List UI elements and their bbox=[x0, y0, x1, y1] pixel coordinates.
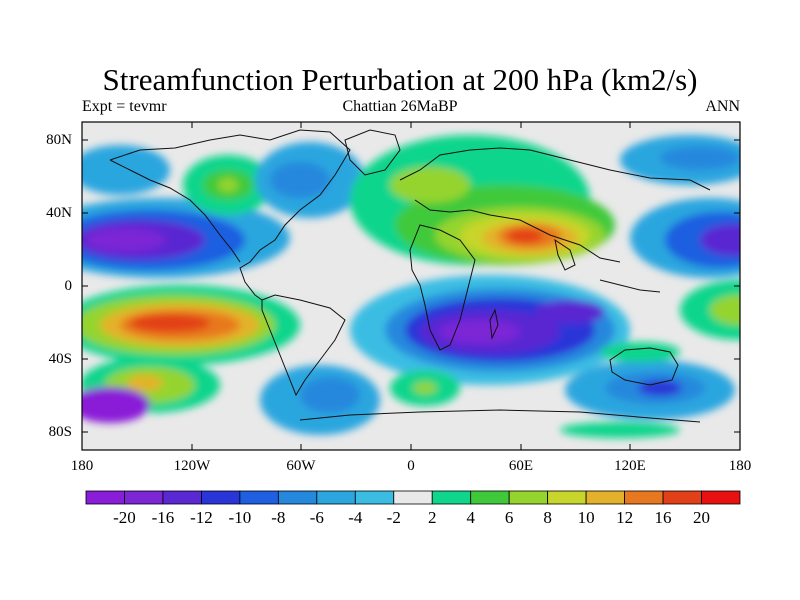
colorbar-swatch bbox=[201, 490, 241, 505]
lat-label-40n: 40N bbox=[46, 205, 72, 221]
lat-label-80n: 80N bbox=[46, 132, 72, 148]
coastlines bbox=[109, 129, 711, 423]
colorbar-swatch bbox=[393, 490, 433, 505]
experiment-label: Expt = tevmr bbox=[82, 98, 167, 115]
colorbar-swatch bbox=[431, 490, 472, 505]
lat-label-80s: 80S bbox=[48, 424, 72, 440]
colorbar-label: -8 bbox=[271, 508, 286, 527]
colorbar-label: -20 bbox=[113, 508, 136, 527]
colorbar-label: 2 bbox=[427, 508, 437, 527]
lon-label-120e: 120E bbox=[614, 458, 646, 474]
plot-title: Streamfunction Perturbation at 200 hPa (… bbox=[102, 62, 698, 97]
colorbar-label: -10 bbox=[228, 508, 252, 527]
colorbar-swatch bbox=[277, 490, 318, 505]
colorbar-label: 8 bbox=[543, 508, 552, 527]
colorbar-swatch bbox=[162, 490, 202, 505]
colorbar-swatch bbox=[547, 490, 587, 505]
colorbar-swatch bbox=[316, 490, 356, 505]
colorbar-label: -16 bbox=[151, 508, 175, 527]
lat-label-40s: 40S bbox=[48, 351, 72, 367]
colorbar-swatch bbox=[470, 490, 510, 505]
lat-label-equator: 0 bbox=[64, 278, 73, 294]
axis-ticks bbox=[81, 122, 741, 450]
colorbar-swatch bbox=[624, 490, 664, 505]
colorbar-label: -2 bbox=[386, 508, 401, 527]
colorbar-swatch bbox=[354, 490, 395, 505]
colorbar-label: 4 bbox=[466, 508, 475, 527]
lon-label-120w: 120W bbox=[173, 458, 211, 474]
colorbar-label: -4 bbox=[348, 508, 363, 527]
colorbar-swatch bbox=[662, 490, 702, 505]
colorbar-swatch bbox=[508, 490, 549, 505]
colorbar-swatch bbox=[239, 490, 279, 505]
colorbar-swatch bbox=[701, 490, 741, 505]
lon-label-0: 0 bbox=[407, 458, 415, 474]
lon-label-180-west: 180 bbox=[70, 458, 94, 474]
lon-label-60e: 60E bbox=[508, 458, 534, 474]
colorbar-swatch bbox=[585, 490, 625, 505]
colorbar-label: 6 bbox=[504, 508, 514, 527]
colorbar bbox=[85, 490, 741, 505]
contour-field bbox=[82, 122, 740, 450]
lon-label-180-east: 180 bbox=[728, 458, 752, 474]
period-label: Chattian 26MaBP bbox=[342, 98, 458, 115]
colorbar-label: 12 bbox=[616, 508, 634, 527]
colorbar-swatch bbox=[124, 490, 164, 505]
lon-label-60w: 60W bbox=[286, 458, 316, 474]
colorbar-label: 10 bbox=[577, 508, 595, 527]
colorbar-label: -12 bbox=[190, 508, 213, 527]
colorbar-label: 20 bbox=[693, 508, 711, 527]
colorbar-label: -6 bbox=[309, 508, 324, 527]
colorbar-swatch bbox=[85, 490, 125, 505]
season-label: ANN bbox=[705, 98, 740, 115]
colorbar-label: 16 bbox=[654, 508, 672, 527]
